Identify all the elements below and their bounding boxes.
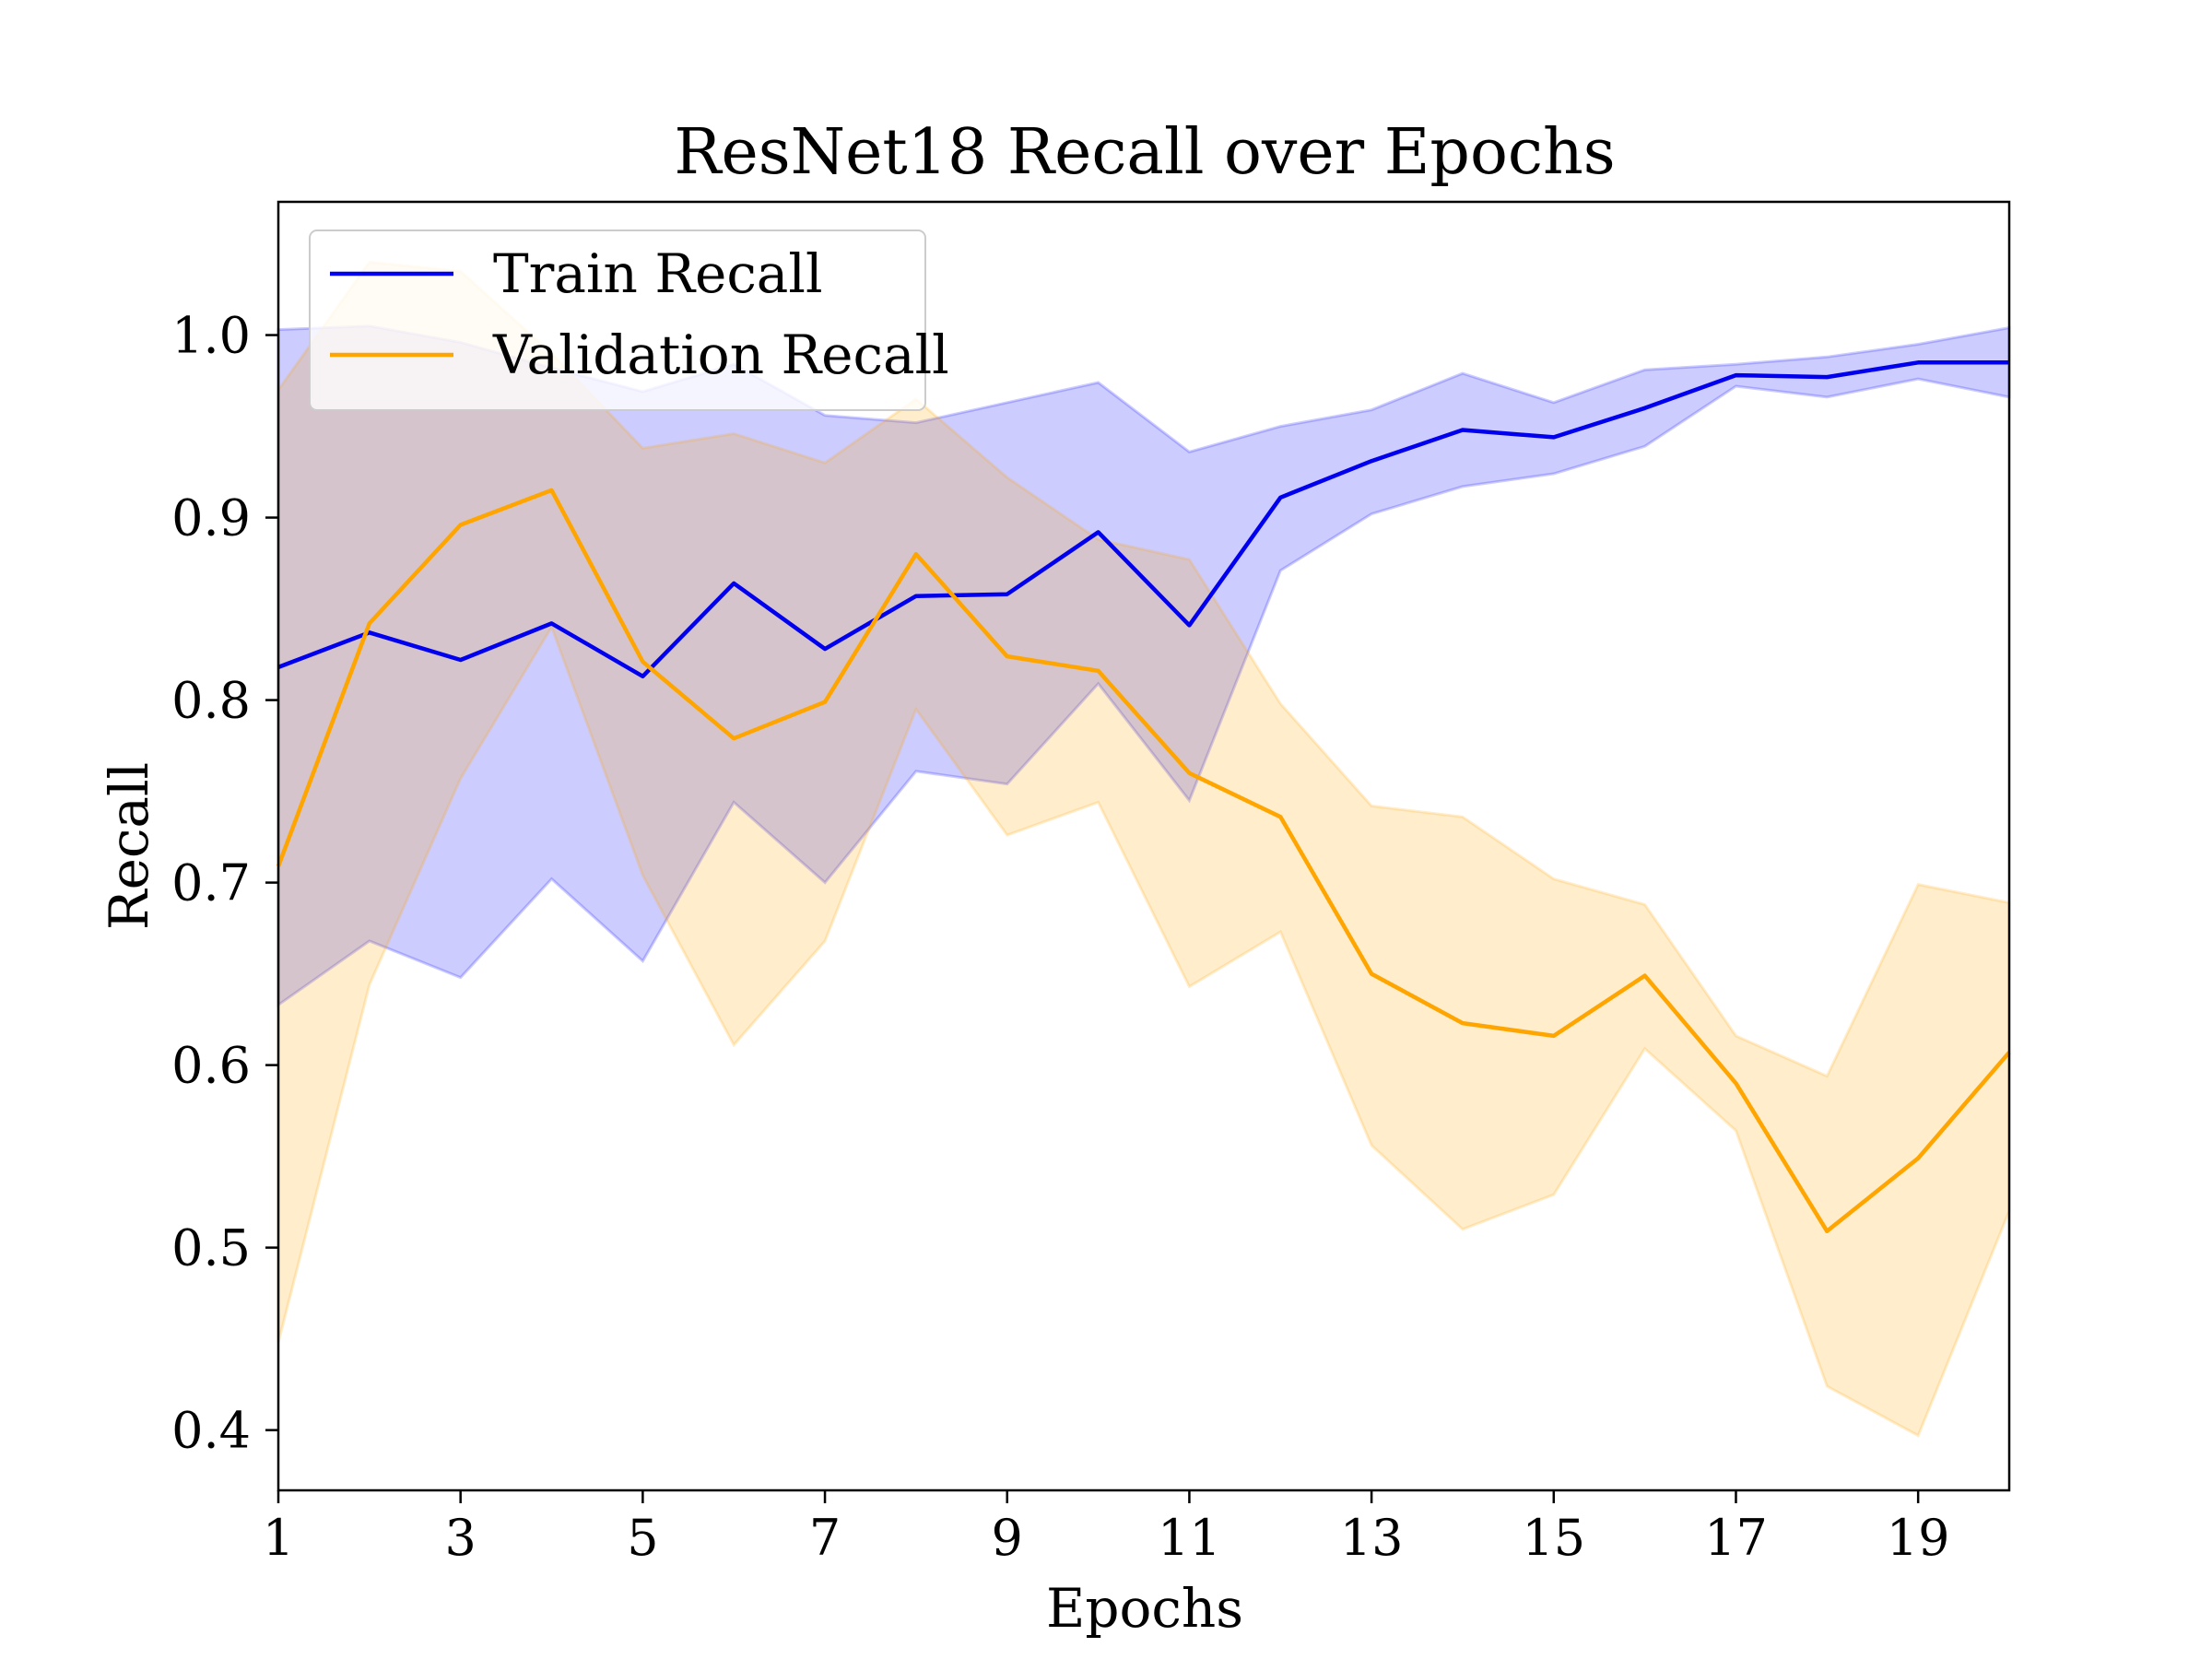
legend: Train Recall Validation Recall xyxy=(309,229,949,411)
axes-frame xyxy=(276,200,2011,1492)
legend-label-train-recall: Train Recall xyxy=(493,242,823,305)
train-recall-line xyxy=(277,360,2009,679)
x-tick-label: 9 xyxy=(992,1509,1023,1567)
validation-recall-line xyxy=(276,488,2011,1234)
x-tick-label: 5 xyxy=(627,1509,658,1567)
series-lines xyxy=(276,360,2011,1234)
chart-title: ResNet18 Recall over Epochs xyxy=(674,116,1615,189)
x-tick-label: 1 xyxy=(263,1509,294,1567)
y-tick-label: 0.5 xyxy=(171,1219,251,1277)
y-tick-label: 0.8 xyxy=(171,672,251,730)
y-axis-ticks: 0.4 0.5 0.6 0.7 0.8 0.9 1.0 xyxy=(171,307,278,1460)
legend-box xyxy=(309,229,926,411)
x-tick-label: 13 xyxy=(1340,1509,1404,1567)
x-axis-label: Epochs xyxy=(1046,1577,1243,1640)
legend-label-validation-recall: Validation Recall xyxy=(492,324,949,386)
y-axis-label: Recall xyxy=(98,762,160,930)
x-tick-label: 7 xyxy=(809,1509,841,1567)
y-tick-label: 0.6 xyxy=(171,1037,251,1095)
x-tick-label: 15 xyxy=(1522,1509,1585,1567)
y-tick-label: 0.7 xyxy=(171,854,251,912)
y-tick-label: 0.4 xyxy=(171,1402,251,1460)
y-tick-label: 0.9 xyxy=(171,489,251,547)
x-tick-label: 11 xyxy=(1158,1509,1221,1567)
x-tick-label: 19 xyxy=(1887,1509,1950,1567)
y-tick-label: 1.0 xyxy=(171,307,251,365)
x-tick-label: 17 xyxy=(1704,1509,1768,1567)
x-axis-ticks: 1 3 5 7 9 11 13 15 17 19 xyxy=(263,1490,1950,1567)
x-tick-label: 3 xyxy=(445,1509,477,1567)
